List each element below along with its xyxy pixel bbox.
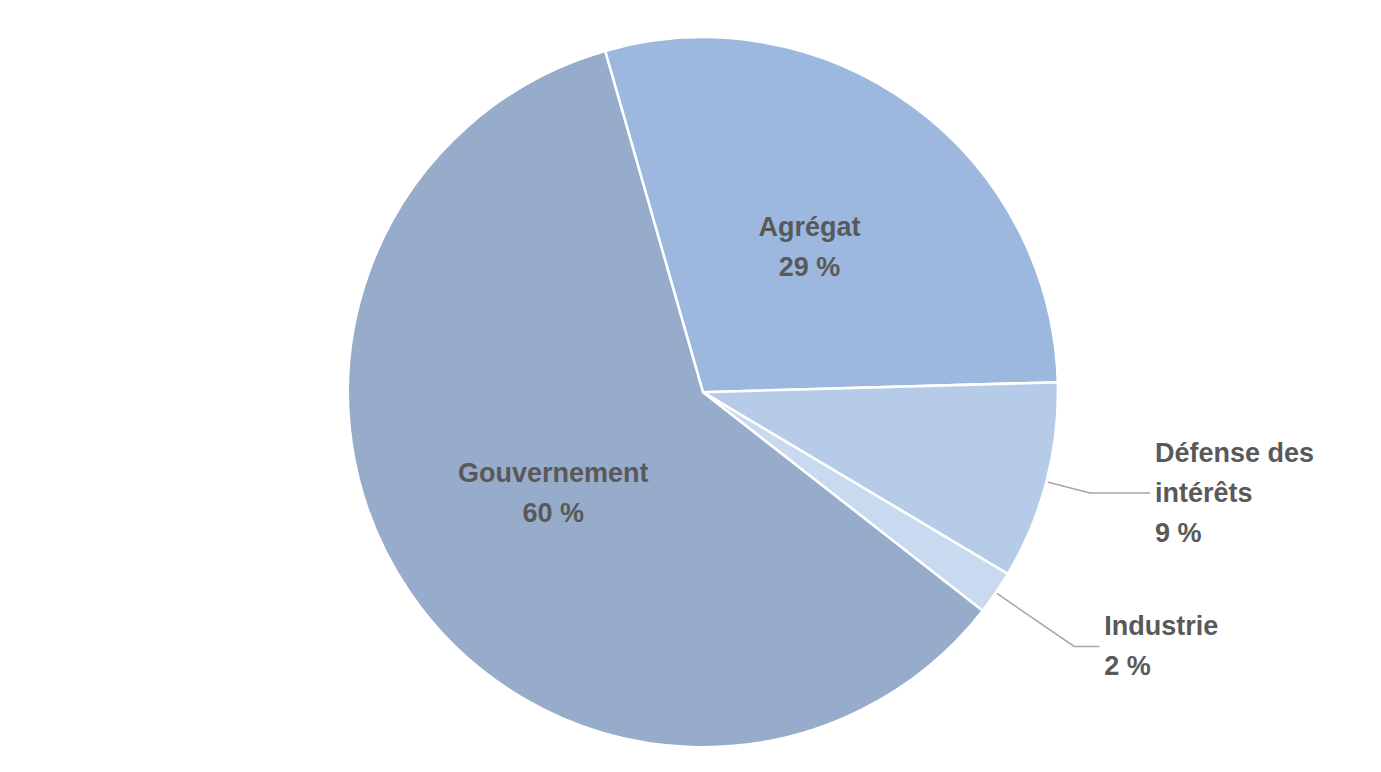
- svg-text:Agrégat: Agrégat: [759, 212, 861, 242]
- svg-text:Gouvernement: Gouvernement: [458, 458, 649, 488]
- svg-text:60 %: 60 %: [523, 498, 585, 528]
- svg-text:2 %: 2 %: [1104, 651, 1151, 681]
- svg-text:intérêts: intérêts: [1155, 478, 1253, 508]
- svg-text:29 %: 29 %: [779, 252, 841, 282]
- svg-text:Défense des: Défense des: [1155, 438, 1322, 468]
- svg-text:Industrie: Industrie: [1104, 611, 1218, 641]
- svg-text:9 %: 9 %: [1155, 518, 1202, 548]
